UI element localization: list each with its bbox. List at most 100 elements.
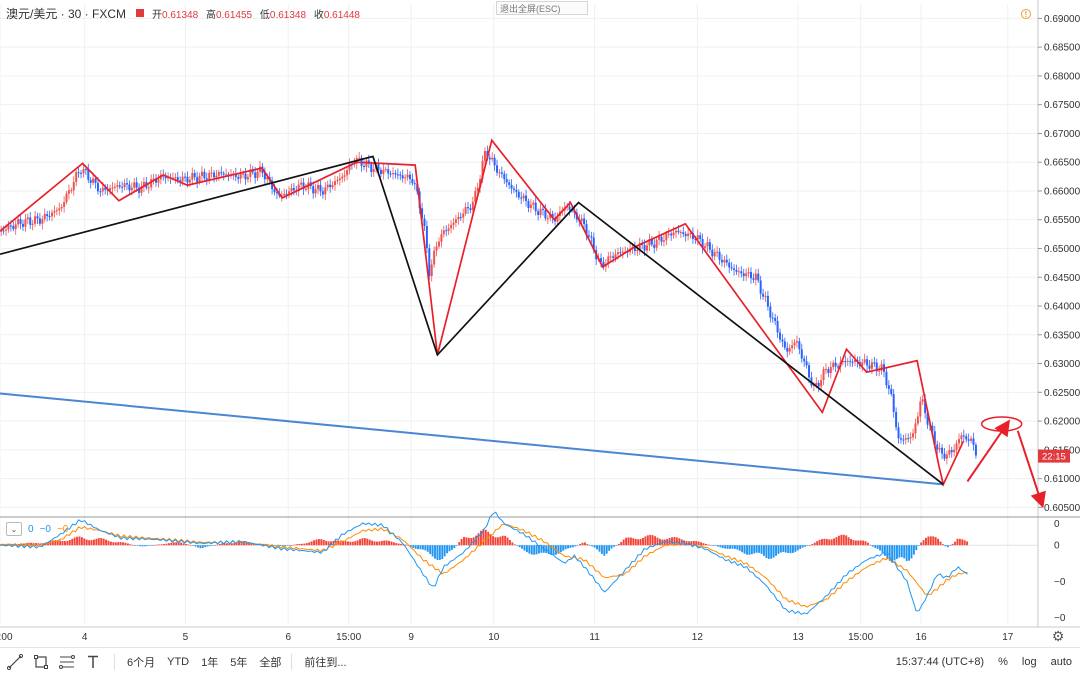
macd-histogram-bar xyxy=(496,537,499,546)
candle-body xyxy=(406,174,409,178)
macd-histogram-bar xyxy=(216,544,219,546)
candle-body xyxy=(766,295,769,307)
macd-histogram-bar xyxy=(799,545,802,549)
macd-histogram-bar xyxy=(310,541,313,546)
candle-body xyxy=(370,163,373,173)
auto-scale-toggle[interactable]: auto xyxy=(1050,656,1072,668)
macd-histogram-bar xyxy=(134,545,137,546)
current-price-tag-label: 22:15 xyxy=(1042,452,1066,463)
candle-body xyxy=(941,447,944,454)
trend-line xyxy=(0,392,944,486)
macd-histogram-bar xyxy=(591,545,594,547)
range-1y-button[interactable]: 1年 xyxy=(201,657,219,669)
macd-histogram-bar xyxy=(521,545,524,549)
macd-histogram-bar xyxy=(775,545,777,556)
candle-body xyxy=(849,360,852,362)
macd-histogram-bar xyxy=(620,542,623,546)
range-all-button[interactable]: 全部 xyxy=(259,657,282,669)
candle-body xyxy=(181,176,184,182)
candle-body xyxy=(541,208,544,210)
macd-histogram-bar xyxy=(458,542,461,546)
goto-date-button[interactable]: 前往到... xyxy=(304,657,347,669)
range-6m-button[interactable]: 6个月 xyxy=(127,657,156,669)
macd-histogram-bar xyxy=(702,543,705,546)
macd-histogram-bar xyxy=(905,545,908,561)
candle-body xyxy=(544,209,547,219)
macd-histogram-bar xyxy=(874,545,877,548)
macd-histogram-bar xyxy=(518,545,521,548)
candle-body xyxy=(256,171,259,178)
candle-body xyxy=(822,369,825,381)
macd-histogram-bar xyxy=(644,536,647,546)
price-chart[interactable]: 0.69000 0.68500 0.68000 0.67500 0.67000 0.665… xyxy=(0,0,1080,647)
warning-icon[interactable]: ! xyxy=(1021,9,1031,19)
macd-histogram-bar xyxy=(18,544,20,546)
candle-body xyxy=(467,207,470,209)
macd-histogram-bar xyxy=(852,540,855,546)
macd-histogram-bar xyxy=(126,543,129,546)
macd-histogram-bar xyxy=(344,541,347,546)
macd-histogram-bar xyxy=(175,542,178,546)
trendline-tool-icon[interactable] xyxy=(4,651,26,673)
candle-body xyxy=(875,362,878,372)
symbol-label[interactable]: 澳元/美元 · 30 · FXCM xyxy=(6,6,127,21)
macd-histogram-bar xyxy=(129,544,132,546)
symbol-header: 澳元/美元 · 30 · FXCM 开0.61348 高0.61455 低0.6… xyxy=(6,5,365,21)
macd-histogram-bar xyxy=(842,534,845,546)
time-tick-label: 17 xyxy=(1002,632,1014,643)
rectangle-tool-icon[interactable] xyxy=(30,651,52,673)
macd-histogram-bar xyxy=(794,545,797,552)
range-5y-button[interactable]: 5年 xyxy=(230,657,248,669)
candle-body xyxy=(921,399,924,402)
candle-body xyxy=(638,243,641,250)
candle-body xyxy=(687,233,690,237)
candle-body xyxy=(650,239,653,245)
macd-histogram-bar xyxy=(738,545,741,551)
candle-body xyxy=(234,173,237,177)
macd-histogram-bar xyxy=(141,545,144,547)
log-scale-toggle[interactable]: log xyxy=(1021,656,1037,668)
macd-histogram-bar xyxy=(777,545,780,554)
candle-body xyxy=(82,169,85,174)
exit-fullscreen-button[interactable]: 退出全屏(ESC) xyxy=(496,1,588,15)
candle-body xyxy=(795,341,798,343)
candle-body xyxy=(817,382,820,387)
candle-body xyxy=(38,218,41,224)
macd-tick-label: −0 xyxy=(1054,577,1066,588)
candle-body xyxy=(730,267,733,269)
candle-body xyxy=(677,230,680,233)
candle-body xyxy=(365,160,368,167)
macd-histogram-bar xyxy=(944,545,947,547)
candle-body xyxy=(892,394,895,412)
macd-histogram-bar xyxy=(753,545,756,554)
fib-tool-icon[interactable] xyxy=(56,651,78,673)
candle-body xyxy=(662,240,665,242)
macd-histogram-bar xyxy=(148,545,151,546)
macd-histogram-bar xyxy=(876,545,879,549)
percent-scale-toggle[interactable]: % xyxy=(998,656,1008,668)
candle-body xyxy=(205,178,208,180)
macd-histogram-bar xyxy=(475,535,478,546)
candle-body xyxy=(759,280,762,294)
candle-body xyxy=(953,449,956,453)
macd-histogram-bar xyxy=(758,545,761,553)
macd-histogram-bar xyxy=(138,545,141,547)
candle-body xyxy=(957,439,960,444)
range-ytd-button[interactable]: YTD xyxy=(167,656,190,668)
candle-body xyxy=(31,223,34,225)
price-tick-label: 0.61000 xyxy=(1044,474,1080,485)
candle-body xyxy=(155,178,158,183)
macd-histogram-bar xyxy=(83,538,86,546)
candle-body xyxy=(803,358,806,362)
clock-readout[interactable]: 15:37:44 (UTC+8) xyxy=(895,656,985,668)
macd-histogram-bar xyxy=(562,545,565,551)
macd-histogram-bar xyxy=(274,545,277,546)
gear-icon[interactable]: ⚙ xyxy=(1051,627,1065,644)
text-tool-icon[interactable] xyxy=(82,651,104,673)
collapse-icon[interactable]: ⌄ xyxy=(6,522,22,536)
price-tick-label: 0.68000 xyxy=(1044,71,1080,82)
candle-body xyxy=(48,216,51,218)
macd-histogram-bar xyxy=(450,545,453,550)
macd-histogram-bar xyxy=(378,541,381,546)
